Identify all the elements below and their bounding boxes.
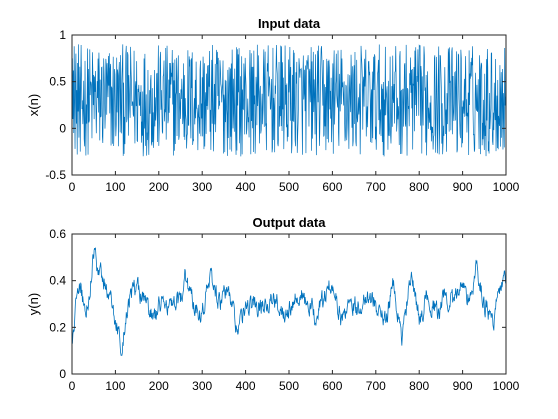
output-data-series — [72, 247, 507, 356]
output-xtick-label: 900 — [453, 379, 473, 393]
output-data-title: Output data — [253, 215, 327, 230]
output-data-axes-box — [71, 233, 507, 375]
output-xtick-label: 600 — [322, 379, 342, 393]
input-data-axes-box — [71, 34, 507, 176]
input-xtick-label: 100 — [105, 180, 125, 194]
input-xtick-label: 700 — [366, 180, 386, 194]
output-data-ticks: 0 100 200 300 400 500 600 700 800 900 1000 0 0.2 0.4 0… — [49, 227, 519, 393]
input-xtick-label: 200 — [149, 180, 169, 194]
input-data-axes: Input data x(n) 0 100 200 300 400 500 600 700 80… — [26, 16, 520, 194]
input-data-title: Input data — [258, 16, 321, 31]
input-data-line — [72, 44, 507, 157]
output-xtick-label: 400 — [236, 379, 256, 393]
output-xtick-label: 800 — [409, 379, 429, 393]
output-xtick-label: 0 — [69, 379, 76, 393]
input-data-ticks: 0 100 200 300 400 500 600 700 800 900 1000-0.500.5… — [45, 28, 519, 194]
input-xtick-label: 0 — [69, 180, 76, 194]
output-xtick-label: 300 — [192, 379, 212, 393]
output-ytick-label: 0.4 — [49, 274, 66, 288]
output-ytick-label: 0.2 — [49, 320, 66, 334]
input-ytick-label: 1 — [59, 28, 66, 42]
input-ytick-label: 0.5 — [49, 75, 66, 89]
output-data-line — [72, 247, 507, 356]
input-xtick-label: 1000 — [493, 180, 520, 194]
output-ytick-label: 0 — [59, 367, 66, 381]
output-xtick-label: 1000 — [493, 379, 520, 393]
input-data-series — [72, 44, 507, 157]
input-xtick-label: 400 — [236, 180, 256, 194]
output-xtick-label: 100 — [105, 379, 125, 393]
output-ytick-label: 0.6 — [49, 227, 66, 241]
output-data-axes: Output data y(n) 0 100 200 300 400 500 600 700 8… — [26, 215, 520, 393]
output-xtick-label: 200 — [149, 379, 169, 393]
input-xtick-label: 600 — [322, 180, 342, 194]
input-ytick-label: 0 — [59, 121, 66, 135]
output-data-ylabel: y(n) — [26, 293, 41, 315]
input-xtick-label: 300 — [192, 180, 212, 194]
input-xtick-label: 500 — [279, 180, 299, 194]
input-xtick-label: 800 — [409, 180, 429, 194]
input-ytick-label: -0.5 — [45, 168, 66, 182]
input-data-ylabel: x(n) — [26, 94, 41, 116]
output-xtick-label: 700 — [366, 379, 386, 393]
output-xtick-label: 500 — [279, 379, 299, 393]
input-xtick-label: 900 — [453, 180, 473, 194]
